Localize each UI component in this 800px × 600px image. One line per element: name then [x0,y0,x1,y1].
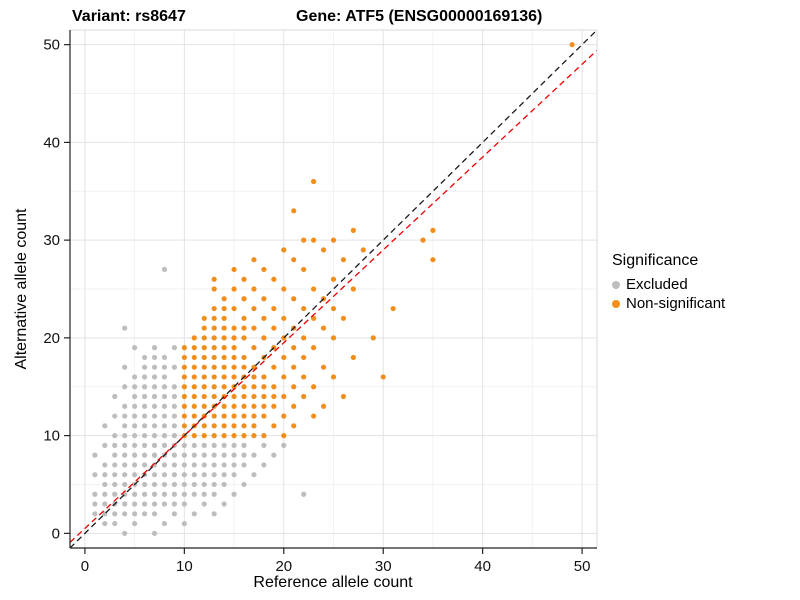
svg-text:30: 30 [375,558,392,575]
legend-item-non-significant: Non-significant [612,294,725,313]
svg-text:40: 40 [43,134,60,151]
legend: Significance Excluded Non-significant [612,252,725,313]
svg-text:20: 20 [43,330,60,347]
variant-title: Variant: rs8647 [72,8,186,25]
legend-title: Significance [612,252,699,269]
x-axis-title: Reference allele count [253,574,413,591]
svg-text:0: 0 [52,525,60,542]
svg-text:10: 10 [43,428,60,445]
non-significant-point-icon [612,299,620,308]
legend-item-excluded: Excluded [612,275,725,294]
legend-label-non-significant: Non-significant [626,295,726,312]
gene-title: Gene: ATF5 (ENSG00000169136) [296,8,543,25]
svg-text:40: 40 [474,558,491,575]
svg-text:50: 50 [574,558,591,575]
legend-label-excluded: Excluded [626,276,688,293]
svg-text:30: 30 [43,232,60,249]
excluded-point-icon [612,280,620,289]
svg-text:50: 50 [43,37,60,54]
svg-text:0: 0 [81,558,89,575]
svg-text:10: 10 [176,558,193,575]
svg-text:20: 20 [275,558,292,575]
